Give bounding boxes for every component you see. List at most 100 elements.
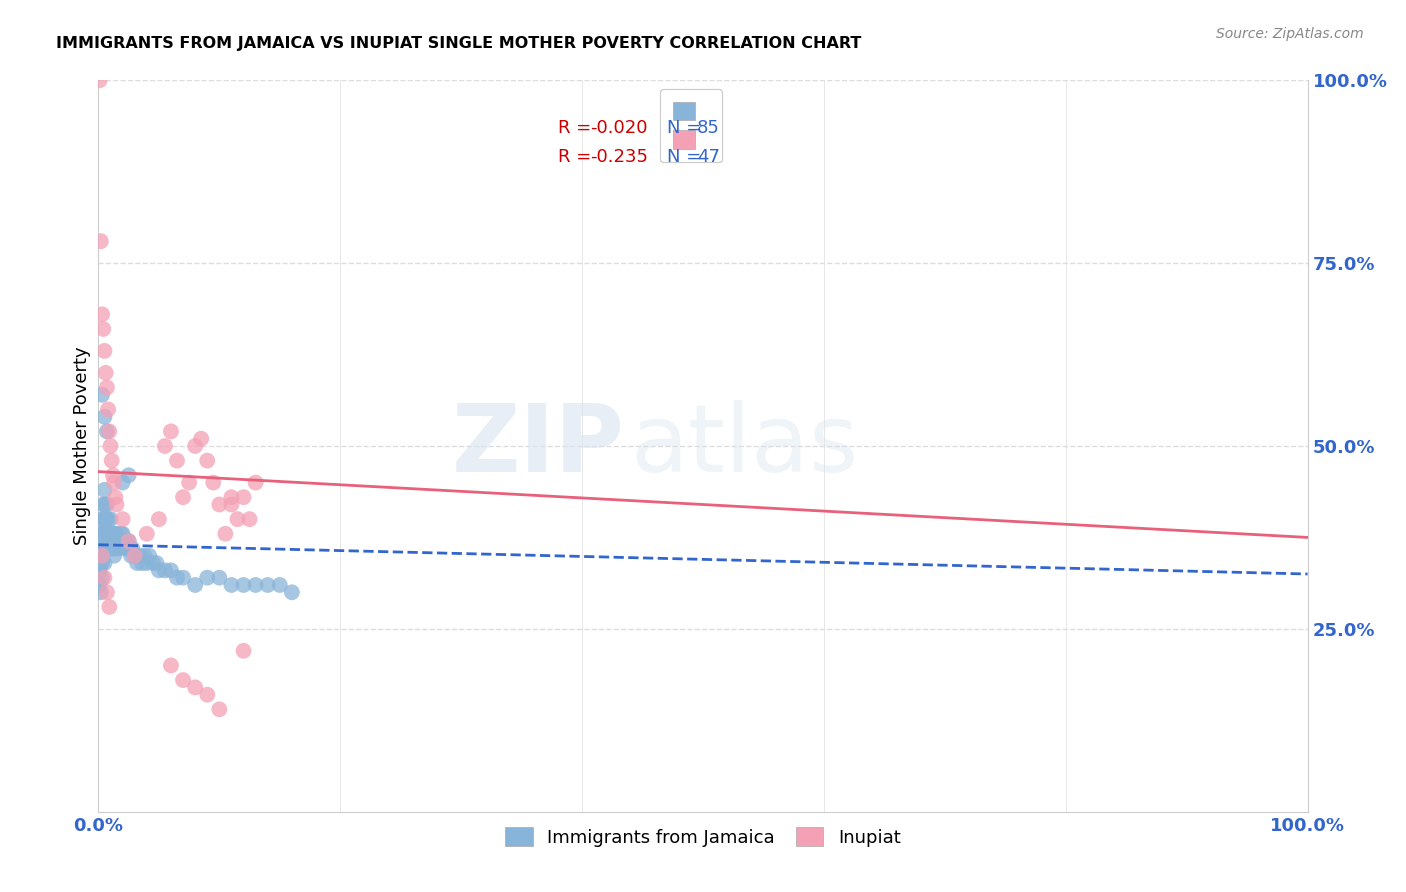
Point (172, 490, 194, 504)
Point (93, 526, 115, 541)
Point (90, 556, 112, 570)
Text: 85: 85 (697, 119, 720, 136)
Point (256, 578, 278, 592)
Point (94, 366, 117, 380)
Point (179, 475, 201, 490)
Point (195, 571, 218, 585)
Point (100, 439, 122, 453)
Point (160, 658, 183, 673)
Point (111, 512, 134, 526)
Point (96, 512, 118, 526)
Point (93, 343, 115, 358)
Y-axis label: Single Mother Poverty: Single Mother Poverty (73, 347, 91, 545)
Point (120, 549, 142, 563)
Text: ZIP: ZIP (451, 400, 624, 492)
Point (100, 526, 122, 541)
Text: IMMIGRANTS FROM JAMAICA VS INUPIAT SINGLE MOTHER POVERTY CORRELATION CHART: IMMIGRANTS FROM JAMAICA VS INUPIAT SINGL… (56, 36, 862, 51)
Point (105, 541, 128, 556)
Point (93, 498, 115, 512)
Point (96, 526, 118, 541)
Point (104, 490, 127, 504)
Point (105, 526, 128, 541)
Point (124, 549, 146, 563)
Point (91, 498, 114, 512)
Point (91, 322, 114, 336)
Point (131, 556, 153, 570)
Point (195, 688, 218, 702)
Point (90, 585, 112, 599)
Point (91, 307, 114, 321)
Text: R =: R = (558, 148, 598, 166)
Point (90, 234, 112, 248)
Point (166, 571, 188, 585)
Point (202, 475, 225, 490)
Point (108, 534, 131, 549)
Point (89, 563, 111, 577)
Point (208, 498, 231, 512)
Text: N =: N = (666, 119, 707, 136)
Point (91, 541, 114, 556)
Point (172, 571, 194, 585)
Point (91, 556, 114, 570)
Point (160, 563, 183, 577)
Point (91, 388, 114, 402)
Point (166, 453, 188, 467)
Point (93, 571, 115, 585)
Legend: Immigrants from Jamaica, Inupiat: Immigrants from Jamaica, Inupiat (498, 820, 908, 854)
Point (100, 541, 122, 556)
Point (239, 512, 262, 526)
Text: N =: N = (666, 148, 707, 166)
Point (184, 578, 207, 592)
Text: R =: R = (558, 119, 598, 136)
Point (172, 673, 194, 687)
Text: Source: ZipAtlas.com: Source: ZipAtlas.com (1216, 27, 1364, 41)
Point (214, 526, 236, 541)
Point (117, 541, 139, 556)
Point (184, 681, 207, 695)
Point (108, 541, 131, 556)
Point (94, 526, 117, 541)
Point (97, 526, 120, 541)
Point (195, 453, 218, 467)
Point (103, 549, 125, 563)
Point (97, 402, 120, 417)
Point (110, 526, 132, 541)
Point (184, 439, 207, 453)
Point (118, 534, 141, 549)
Point (97, 512, 120, 526)
Point (96, 498, 118, 512)
Point (114, 541, 136, 556)
Point (93, 556, 115, 570)
Point (100, 512, 122, 526)
Point (135, 556, 157, 570)
Point (153, 563, 176, 577)
Point (103, 475, 125, 490)
Point (111, 475, 134, 490)
Point (90, 526, 112, 541)
Point (281, 585, 304, 599)
Point (121, 541, 143, 556)
Point (96, 585, 118, 599)
Point (148, 512, 170, 526)
Point (127, 556, 149, 570)
Point (107, 534, 129, 549)
Point (232, 490, 254, 504)
Point (93, 409, 115, 424)
Text: -0.020: -0.020 (591, 119, 648, 136)
Point (91, 512, 114, 526)
Text: atlas: atlas (630, 400, 859, 492)
Point (115, 534, 138, 549)
Point (100, 526, 122, 541)
Point (190, 432, 212, 446)
Point (112, 534, 135, 549)
Text: -0.235: -0.235 (591, 148, 648, 166)
Point (118, 541, 141, 556)
Point (91, 526, 114, 541)
Point (104, 541, 127, 556)
Point (101, 541, 124, 556)
Point (90, 541, 112, 556)
Point (100, 541, 122, 556)
Point (135, 526, 157, 541)
Point (208, 571, 231, 585)
Point (89, 578, 111, 592)
